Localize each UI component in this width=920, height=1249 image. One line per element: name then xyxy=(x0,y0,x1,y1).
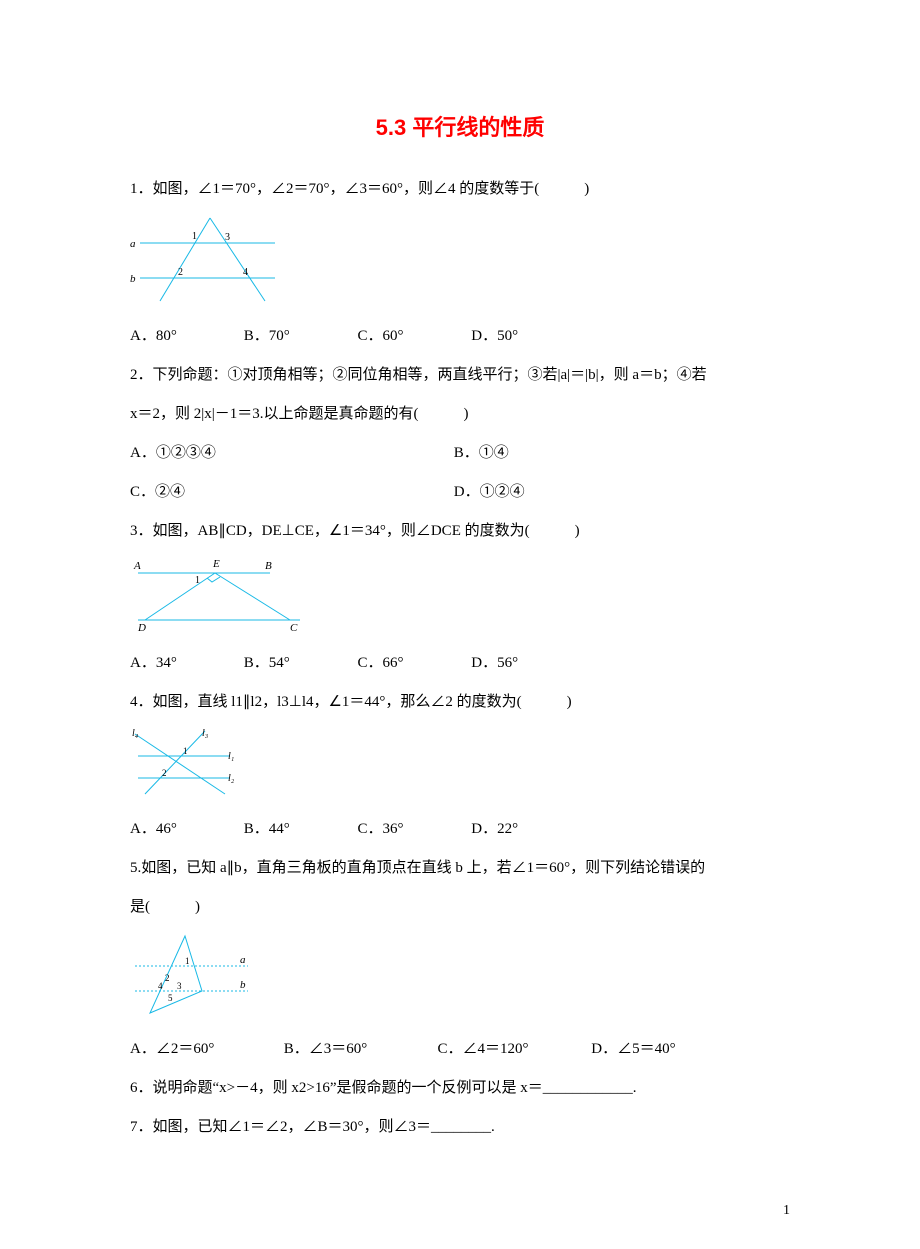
q2-options-row1: A．①②③④ B．①④ xyxy=(130,434,790,473)
q1-options: A．80° B．70° C．60° D．50° xyxy=(130,317,790,356)
svg-text:2: 2 xyxy=(162,768,167,778)
svg-text:l₁: l₁ xyxy=(228,751,234,762)
q3-optC: C．66° xyxy=(358,644,468,683)
q1-text: 1．如图，∠1＝70°，∠2＝70°，∠3＝60°，则∠4 的度数等于( ) xyxy=(130,170,790,209)
svg-text:1: 1 xyxy=(185,956,190,966)
q2-line2: x＝2，则 2|x|－1＝3.以上命题是真命题的有( ) xyxy=(130,395,790,434)
svg-text:a: a xyxy=(130,238,136,250)
svg-text:l₃: l₃ xyxy=(202,728,209,739)
svg-text:E: E xyxy=(212,558,220,570)
svg-text:b: b xyxy=(240,979,246,991)
svg-text:2: 2 xyxy=(165,973,170,983)
q4-options: A．46° B．44° C．36° D．22° xyxy=(130,810,790,849)
q5-options: A．∠2＝60° B．∠3＝60° C．∠4＝120° D．∠5＝40° xyxy=(130,1030,790,1069)
q5-figure: a b 1 2 3 4 5 xyxy=(130,931,790,1026)
q1-optA: A．80° xyxy=(130,317,240,356)
q1-optC: C．60° xyxy=(358,317,468,356)
svg-text:l₄: l₄ xyxy=(132,728,139,739)
q1-optB: B．70° xyxy=(244,317,354,356)
svg-text:4: 4 xyxy=(158,981,163,991)
q3-text: 3．如图，AB∥CD，DE⊥CE，∠1＝34°，则∠DCE 的度数为( ) xyxy=(130,512,790,551)
svg-text:2: 2 xyxy=(178,267,183,278)
svg-text:1: 1 xyxy=(183,746,188,756)
svg-text:C: C xyxy=(290,622,298,634)
q2-optB: B．①④ xyxy=(454,434,774,473)
q7-text: 7．如图，已知∠1＝∠2，∠B＝30°，则∠3＝________. xyxy=(130,1108,790,1147)
svg-text:1: 1 xyxy=(192,231,197,242)
svg-text:3: 3 xyxy=(177,981,182,991)
svg-text:3: 3 xyxy=(225,232,230,243)
svg-text:1: 1 xyxy=(195,575,200,586)
q4-figure: l₁ l₂ l₃ l₄ 1 2 xyxy=(130,726,790,806)
q4-text: 4．如图，直线 l1∥l2，l3⊥l4，∠1＝44°，那么∠2 的度数为( ) xyxy=(130,683,790,722)
q1-figure: a b 1 3 2 4 xyxy=(130,213,790,313)
q3-figure: A B D C E 1 xyxy=(130,555,790,640)
svg-text:a: a xyxy=(240,954,246,966)
q6-text: 6．说明命题“x>－4，则 x2>16”是假命题的一个反例可以是 x＝_____… xyxy=(130,1069,790,1108)
q5-optA: A．∠2＝60° xyxy=(130,1030,280,1069)
svg-text:4: 4 xyxy=(243,267,248,278)
q5-optC: C．∠4＝120° xyxy=(438,1030,588,1069)
svg-text:5: 5 xyxy=(168,993,173,1003)
page-number: 1 xyxy=(783,1203,790,1219)
q5-optD: D．∠5＝40° xyxy=(591,1030,741,1069)
q2-optC: C．②④ xyxy=(130,473,450,512)
q4-optD: D．22° xyxy=(471,810,581,849)
svg-text:D: D xyxy=(137,622,146,634)
q3-optB: B．54° xyxy=(244,644,354,683)
page-title: 5.3 平行线的性质 xyxy=(130,110,790,142)
q5-optB: B．∠3＝60° xyxy=(284,1030,434,1069)
svg-text:B: B xyxy=(265,560,272,572)
q3-optD: D．56° xyxy=(471,644,581,683)
q1-optD: D．50° xyxy=(471,317,581,356)
q3-options: A．34° B．54° C．66° D．56° xyxy=(130,644,790,683)
q2-options-row2: C．②④ D．①②④ xyxy=(130,473,790,512)
q4-optA: A．46° xyxy=(130,810,240,849)
q2-optD: D．①②④ xyxy=(454,473,774,512)
svg-text:A: A xyxy=(133,560,141,572)
q4-optB: B．44° xyxy=(244,810,354,849)
svg-text:l₂: l₂ xyxy=(228,773,235,784)
q2-line1: 2．下列命题：①对顶角相等；②同位角相等，两直线平行；③若|a|＝|b|，则 a… xyxy=(130,356,790,395)
q4-optC: C．36° xyxy=(358,810,468,849)
q2-optA: A．①②③④ xyxy=(130,434,450,473)
q5-line1: 5.如图，已知 a∥b，直角三角板的直角顶点在直线 b 上，若∠1＝60°，则下… xyxy=(130,849,790,888)
svg-text:b: b xyxy=(130,273,136,285)
q3-optA: A．34° xyxy=(130,644,240,683)
q5-line2: 是( ) xyxy=(130,888,790,927)
